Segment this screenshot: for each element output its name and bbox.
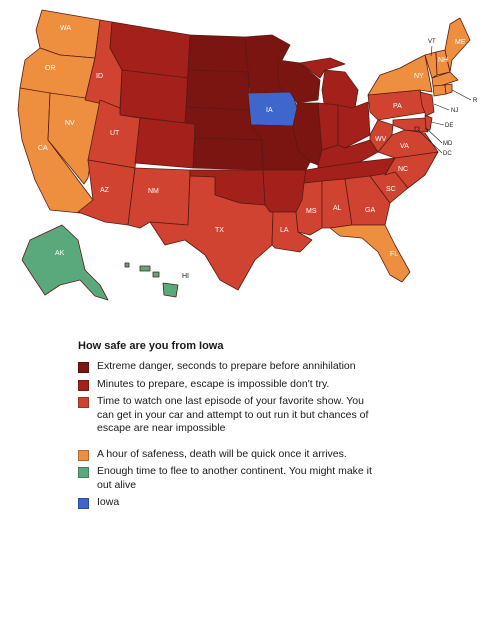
label-hi: HI bbox=[182, 273, 189, 280]
legend-swatch bbox=[78, 449, 89, 461]
label-ri: R bbox=[473, 98, 478, 104]
state-co bbox=[134, 117, 196, 169]
legend-label: Minutes to prepare, escape is impossible… bbox=[97, 377, 330, 390]
leader-de bbox=[430, 121, 445, 126]
label-ny: NY bbox=[414, 73, 424, 80]
state-in bbox=[317, 102, 339, 151]
label-wa: WA bbox=[60, 25, 71, 32]
label-ca: CA bbox=[38, 145, 48, 152]
state-ny bbox=[367, 54, 433, 96]
label-dc: DC bbox=[443, 151, 452, 157]
label-ms: MS bbox=[306, 208, 317, 215]
state-ri bbox=[444, 83, 453, 95]
legend-item-episode: Time to watch one last episode of your f… bbox=[78, 395, 378, 436]
label-va: VA bbox=[400, 143, 409, 150]
label-pa: PA bbox=[393, 103, 402, 110]
state-sd bbox=[185, 69, 251, 111]
legend-swatch bbox=[78, 467, 89, 478]
state-hi-3 bbox=[152, 271, 160, 278]
leader-ri bbox=[451, 89, 472, 101]
state-ma bbox=[431, 71, 459, 87]
state-de bbox=[424, 114, 433, 131]
label-al: AL bbox=[333, 205, 342, 212]
legend-label: Iowa bbox=[97, 496, 120, 508]
legend-swatch bbox=[78, 498, 89, 509]
label-ia: IA bbox=[266, 107, 273, 114]
label-la: LA bbox=[280, 227, 289, 234]
state-wy bbox=[119, 69, 189, 124]
state-ks bbox=[192, 137, 264, 171]
leader-md bbox=[425, 127, 443, 144]
state-nj bbox=[419, 91, 435, 117]
legend-swatch bbox=[78, 379, 89, 391]
state-ak bbox=[21, 224, 109, 301]
legend-item-minutes: Minutes to prepare, escape is impossible… bbox=[78, 378, 378, 392]
state-hi-1 bbox=[124, 262, 130, 268]
state-hi-4 bbox=[162, 282, 179, 298]
label-sc: SC bbox=[386, 186, 396, 193]
label-nm: NM bbox=[148, 188, 159, 195]
legend-label: Extreme danger, seconds to prepare befor… bbox=[97, 360, 356, 372]
legend-label: Enough time to flee to another continent… bbox=[97, 465, 372, 491]
label-ak: AK bbox=[55, 250, 65, 257]
state-mi-upper bbox=[299, 57, 346, 79]
label-nc: NC bbox=[398, 166, 408, 173]
label-or: OR bbox=[45, 65, 56, 72]
label-nh: NH bbox=[438, 57, 448, 64]
label-tx: TX bbox=[215, 227, 224, 234]
legend-item-extreme: Extreme danger, seconds to prepare befor… bbox=[78, 360, 378, 374]
state-nm bbox=[127, 167, 191, 229]
label-wv: WV bbox=[375, 136, 387, 143]
leader-vt bbox=[430, 45, 433, 57]
legend-title: How safe are you from Iowa bbox=[78, 340, 224, 352]
label-ut: UT bbox=[110, 130, 120, 137]
state-nd bbox=[187, 34, 249, 73]
label-me: ME bbox=[455, 39, 466, 46]
legend-swatch bbox=[78, 362, 89, 373]
label-nv: NV bbox=[65, 120, 75, 127]
us-map: WA OR CA NV ID UT AZ NM TX IA LA MS AL G… bbox=[17, 9, 478, 301]
label-id: ID bbox=[96, 73, 103, 80]
label-de: DE bbox=[445, 123, 453, 129]
label-az: AZ bbox=[100, 187, 110, 194]
leader-dc bbox=[417, 129, 443, 154]
label-md: MD bbox=[443, 141, 453, 147]
legend-label: Time to watch one last episode of your f… bbox=[97, 395, 369, 434]
state-md bbox=[392, 117, 429, 133]
leader-nj bbox=[433, 103, 450, 111]
legend: How safe are you from Iowa Extreme dange… bbox=[78, 340, 378, 514]
label-ga: GA bbox=[365, 207, 375, 214]
legend-label: A hour of safeness, death will be quick … bbox=[97, 447, 347, 460]
label-fl: FL bbox=[390, 251, 398, 258]
state-fl bbox=[329, 224, 411, 283]
state-oh bbox=[337, 101, 371, 149]
legend-item-flee: Enough time to flee to another continent… bbox=[78, 465, 378, 492]
state-ct bbox=[432, 84, 447, 97]
state-mt bbox=[109, 21, 191, 79]
label-vt: VT bbox=[428, 39, 436, 45]
state-hi-2 bbox=[139, 265, 151, 272]
legend-item-hour: A hour of safeness, death will be quick … bbox=[78, 448, 378, 462]
label-nj: NJ bbox=[451, 108, 458, 114]
legend-swatch bbox=[78, 397, 89, 408]
legend-item-iowa: Iowa bbox=[78, 496, 378, 510]
state-tx bbox=[149, 175, 274, 291]
